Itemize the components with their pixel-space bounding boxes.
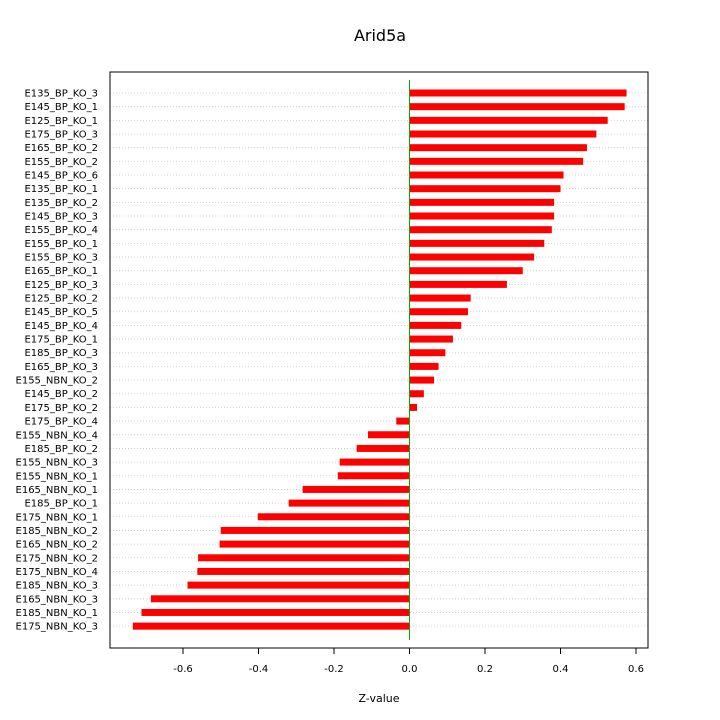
bar: [409, 403, 418, 411]
category-label: E185_BP_KO_1: [24, 499, 98, 510]
category-label: E165_BP_KO_1: [24, 266, 98, 277]
category-label: E155_NBN_KO_1: [16, 471, 98, 482]
category-label: E175_NBN_KO_4: [16, 567, 98, 578]
bar: [409, 308, 469, 316]
x-tick-label: -0.2: [324, 664, 344, 675]
x-axis-ticks: -0.6 -0.4 -0.2 0.0 0.2 0.4 0.6: [173, 648, 644, 675]
bar: [409, 226, 552, 234]
x-tick-label: -0.4: [249, 664, 269, 675]
bar: [409, 157, 584, 165]
category-label: E135_BP_KO_1: [24, 184, 98, 195]
x-tick-label: 0.6: [628, 664, 644, 675]
category-label: E145_BP_KO_1: [24, 102, 98, 113]
bar: [409, 239, 545, 247]
category-label: E155_NBN_KO_4: [16, 430, 98, 441]
bar: [409, 144, 587, 152]
bar: [187, 581, 410, 589]
bar: [288, 499, 410, 507]
bar: [356, 444, 410, 452]
category-label: E185_NBN_KO_3: [16, 581, 98, 592]
category-label: E175_BP_KO_4: [24, 417, 98, 428]
category-label: E165_NBN_KO_2: [16, 540, 98, 551]
category-labels: E135_BP_KO_3 E145_BP_KO_1 E125_BP_KO_1 E175…: [16, 89, 98, 633]
category-label: E165_BP_KO_3: [24, 362, 98, 373]
category-label: E175_NBN_KO_2: [16, 553, 98, 564]
bar: [367, 431, 410, 439]
bar: [409, 171, 564, 179]
bar: [409, 212, 555, 220]
bar: [409, 362, 439, 370]
bar: [198, 554, 410, 562]
category-label: E155_BP_KO_4: [24, 225, 98, 236]
bars: [132, 89, 627, 630]
bar: [409, 253, 535, 261]
category-label: E175_NBN_KO_3: [16, 622, 98, 633]
bar: [409, 267, 523, 275]
bar: [409, 294, 471, 302]
bar: [409, 116, 608, 124]
category-label: E175_NBN_KO_1: [16, 512, 98, 523]
category-label: E155_BP_KO_3: [24, 253, 98, 264]
bar: [141, 608, 410, 616]
category-label: E155_BP_KO_2: [24, 157, 98, 168]
plot-frame: [109, 71, 649, 649]
bar: [409, 335, 453, 343]
bar: [150, 595, 410, 603]
category-label: E145_BP_KO_5: [24, 307, 98, 318]
bar: [409, 349, 446, 357]
category-label: E175_BP_KO_1: [24, 335, 98, 346]
bar: [396, 417, 410, 425]
bar: [409, 198, 555, 206]
bar: [409, 185, 561, 193]
category-label: E165_NBN_KO_1: [16, 485, 98, 496]
category-label: E145_BP_KO_6: [24, 171, 98, 182]
bar: [337, 472, 410, 480]
category-label: E125_BP_KO_3: [24, 280, 98, 291]
category-label: E145_BP_KO_2: [24, 389, 98, 400]
bar: [197, 567, 410, 575]
category-label: E165_BP_KO_2: [24, 143, 98, 154]
bar: [409, 103, 625, 111]
x-tick-label: 0.0: [402, 664, 418, 675]
category-label: E155_NBN_KO_2: [16, 376, 98, 387]
category-label: E155_BP_KO_1: [24, 239, 98, 250]
category-label: E185_NBN_KO_2: [16, 526, 98, 537]
category-label: E125_BP_KO_2: [24, 294, 98, 305]
category-label: E185_NBN_KO_1: [16, 608, 98, 619]
category-label: E135_BP_KO_2: [24, 198, 98, 209]
bar: [339, 458, 410, 466]
category-label: E185_BP_KO_3: [24, 348, 98, 359]
bar: [132, 622, 410, 630]
x-tick-label: 0.4: [553, 664, 569, 675]
bar: [409, 390, 424, 398]
category-label: E165_NBN_KO_3: [16, 594, 98, 605]
bar: [409, 89, 627, 97]
category-label: E155_NBN_KO_3: [16, 458, 98, 469]
category-label: E125_BP_KO_1: [24, 116, 98, 127]
bar: [409, 321, 462, 329]
category-label: E135_BP_KO_3: [24, 89, 98, 100]
x-axis-label: Z-value: [358, 692, 399, 705]
bar: [220, 526, 410, 534]
category-label: E185_BP_KO_2: [24, 444, 98, 455]
category-label: E145_BP_KO_4: [24, 321, 98, 332]
bar: [409, 280, 507, 288]
bar: [409, 130, 597, 138]
bar: [219, 540, 410, 548]
chart-title: Arid5a: [354, 26, 406, 45]
bar: [302, 485, 410, 493]
x-tick-label: 0.2: [477, 664, 493, 675]
x-tick-label: -0.6: [173, 664, 193, 675]
bar: [409, 376, 435, 384]
category-label: E175_BP_KO_2: [24, 403, 98, 414]
category-label: E145_BP_KO_3: [24, 212, 98, 223]
category-label: E175_BP_KO_3: [24, 130, 98, 141]
bar: [257, 513, 410, 521]
